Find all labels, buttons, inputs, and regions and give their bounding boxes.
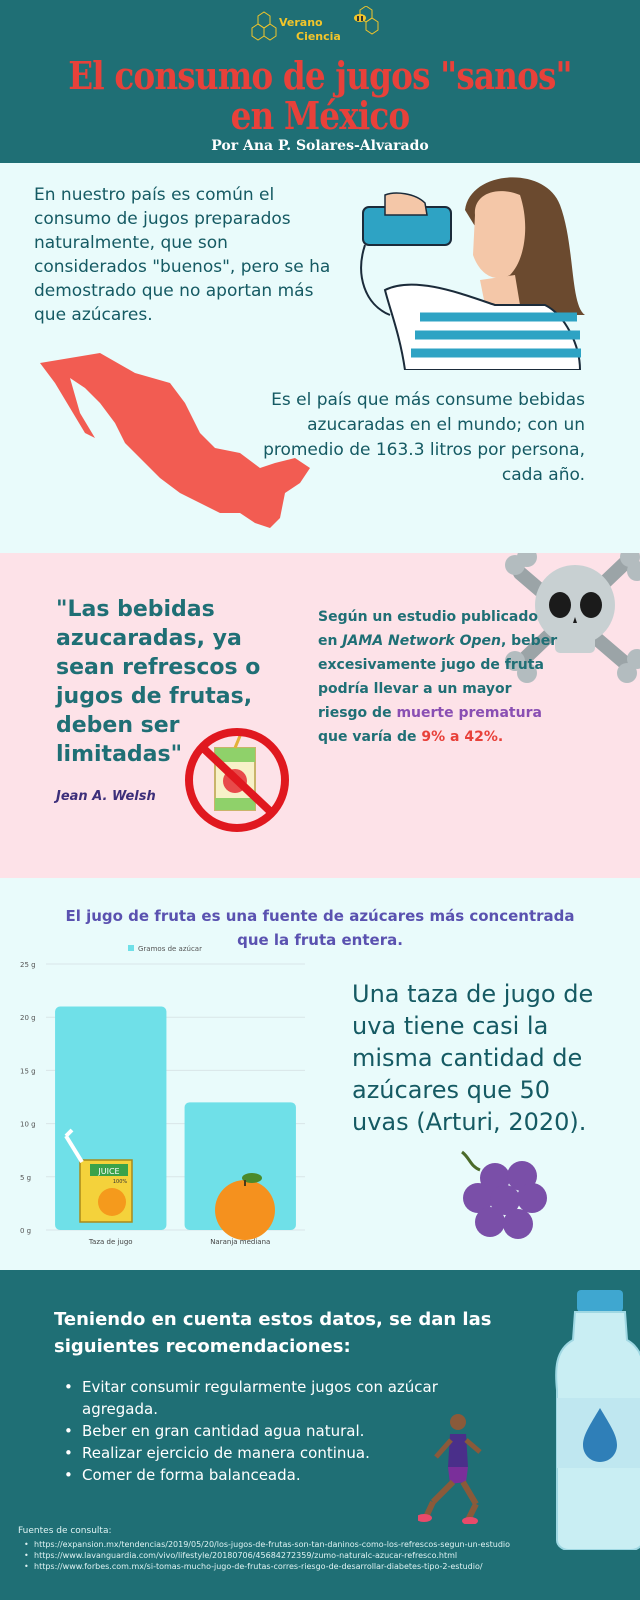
recommendations-list: Evitar consumir regularmente jugos con a… [64, 1376, 464, 1486]
sugar-bar-chart: Taza de jugo Naranja mediana 0 g 5 g 10 g 15… [20, 945, 305, 1246]
quote-section: "Las bebidas azucaradas, ya sean refresc… [0, 553, 640, 878]
legend-swatch [128, 945, 134, 951]
y-tick-label: 25 g [20, 961, 36, 969]
recommendations-title: Teniendo en cuenta estos datos, se dan l… [54, 1309, 492, 1357]
y-tick-label: 0 g [20, 1227, 31, 1235]
recommendation-item: Comer de forma balanceada. [64, 1464, 464, 1486]
recommendation-item: Beber en gran cantidad agua natural. [64, 1420, 464, 1442]
sources-heading: Fuentes de consulta: [18, 1526, 112, 1536]
y-tick-label: 15 g [20, 1067, 36, 1075]
y-tick-label: 20 g [20, 1014, 36, 1022]
sources-list: https://expansion.mx/tendencias/2019/05/… [22, 1539, 552, 1572]
recommendation-item: Realizar ejercicio de manera continua. [64, 1442, 464, 1464]
water-bottle-illustration [555, 1290, 640, 1550]
logo-text-verano: Verano [279, 16, 323, 29]
chart-section-heading: El jugo de fruta es una fuente de azúcar… [65, 907, 575, 949]
study-text-middle: , beber excesivamente jugo de fruta podr… [318, 633, 558, 721]
source-link[interactable]: https://expansion.mx/tendencias/2019/05/… [22, 1539, 552, 1550]
grapes-icon [461, 1150, 547, 1239]
no-juice-icon [185, 728, 289, 832]
recommendation-item: Evitar consumir regularmente jugos con a… [64, 1376, 464, 1420]
study-low-value: 9% [421, 729, 446, 745]
legend-label: Gramos de azúcar [138, 945, 202, 953]
y-tick-label: 10 g [20, 1121, 36, 1129]
girl-drinking-illustration [360, 177, 585, 370]
y-tick-label: 5 g [20, 1174, 31, 1182]
quote-text: "Las bebidas azucaradas, ya sean refresc… [56, 597, 261, 767]
intro-text: En nuestro país es común el consumo de j… [34, 185, 331, 325]
intro-section: En nuestro país es común el consumo de j… [0, 163, 640, 553]
grapes-fact-text: Una taza de jugo de uva tiene casi la mi… [352, 980, 594, 1136]
header-section: Verano Ciencia El consumo de jugos "sano… [0, 0, 640, 163]
study-journal: JAMA Network Open [342, 633, 501, 649]
source-link[interactable]: https://www.lavanguardia.com/vivo/lifest… [22, 1550, 552, 1561]
study-text: Según un estudio publicado en JAMA Netwo… [318, 605, 558, 749]
logo-text-ciencia: Ciencia [296, 30, 341, 43]
country-fact-text: Es el país que más consume bebidas azuca… [263, 390, 585, 485]
study-death-highlight: muerte prematura [396, 705, 542, 721]
juice-box-illustration: JUICE 100% [64, 1128, 133, 1223]
study-range-prefix: que varía de [318, 729, 422, 745]
study-range-join: a [445, 729, 465, 745]
study-high-value: 42%. [464, 729, 504, 745]
x-tick-label: Taza de jugo [88, 1238, 133, 1246]
verano-ciencia-logo [251, 6, 379, 41]
juice-box-sub: 100% [113, 1179, 128, 1185]
author-line: Por Ana P. Solares-Alvarado [211, 138, 429, 154]
runner-illustration [418, 1414, 482, 1524]
study-text-prefix: Según un estudio publicado en [318, 609, 539, 649]
x-tick-label: Naranja mediana [210, 1238, 270, 1246]
chart-section: El jugo de fruta es una fuente de azúcar… [0, 878, 640, 1270]
source-link[interactable]: https://www.forbes.com.mx/si-tomas-mucho… [22, 1561, 552, 1572]
recommendations-section: Teniendo en cuenta estos datos, se dan l… [0, 1270, 640, 1600]
page-title: El consumo de jugos "sanos" en México [68, 53, 572, 138]
orange-illustration [215, 1173, 275, 1240]
skull-crossbones-icon [505, 553, 640, 683]
juice-box-label: JUICE [97, 1167, 119, 1176]
quote-author: Jean A. Welsh [56, 789, 156, 804]
mexico-map-illustration [40, 353, 310, 528]
